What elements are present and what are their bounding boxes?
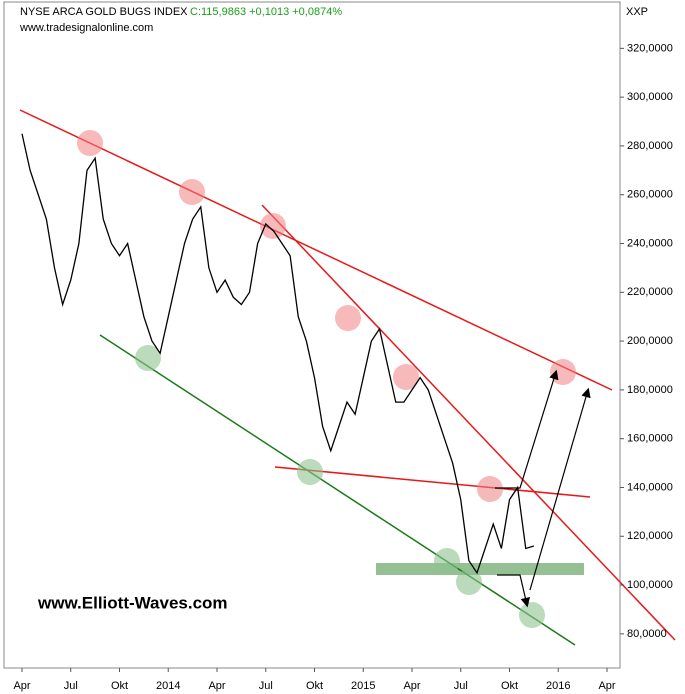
y-tick-label: 80,0000 bbox=[627, 628, 667, 640]
y-tick-label: 140,0000 bbox=[627, 481, 673, 493]
y-tick-label: 240,0000 bbox=[627, 237, 673, 249]
x-tick-label: Jul bbox=[454, 680, 468, 692]
x-tick-label: Okt bbox=[501, 680, 518, 692]
marker-circle bbox=[135, 345, 161, 371]
x-tick-label: Okt bbox=[111, 680, 128, 692]
arrow bbox=[495, 369, 559, 489]
x-tick-label: 2015 bbox=[351, 680, 375, 692]
arrow bbox=[529, 387, 591, 591]
x-tick-label: 2014 bbox=[156, 680, 180, 692]
marker-circle bbox=[550, 359, 576, 385]
marker-circle bbox=[335, 305, 361, 331]
marker-circle bbox=[297, 459, 323, 485]
marker-circle bbox=[77, 130, 103, 156]
annotations bbox=[19, 109, 676, 646]
price-line bbox=[21, 133, 535, 575]
watermark: www.Elliott-Waves.com bbox=[37, 593, 228, 612]
chart-subtitle: C:115,9863 +0,1013 +0,0874% bbox=[190, 6, 342, 18]
trend-line bbox=[261, 204, 676, 641]
y-tick-label: 260,0000 bbox=[627, 189, 673, 201]
symbol: XXP bbox=[626, 6, 648, 18]
x-tick-label: Okt bbox=[306, 680, 323, 692]
support-zone bbox=[376, 563, 584, 575]
plot-frame bbox=[3, 1, 621, 669]
trend-line bbox=[274, 466, 591, 498]
x-tick-label: Apr bbox=[598, 680, 615, 692]
marker-circle bbox=[519, 602, 545, 628]
marker-circle bbox=[179, 179, 205, 205]
marker-circle bbox=[260, 213, 286, 239]
x-tick-label: Jul bbox=[64, 680, 78, 692]
marker-circle bbox=[434, 548, 460, 574]
y-tick-label: 160,0000 bbox=[627, 433, 673, 445]
x-tick-label: Apr bbox=[403, 680, 420, 692]
y-tick-label: 180,0000 bbox=[627, 384, 673, 396]
y-tick-label: 320,0000 bbox=[627, 42, 673, 54]
y-tick-label: 280,0000 bbox=[627, 140, 673, 152]
trend-line bbox=[19, 109, 613, 391]
y-tick-label: 120,0000 bbox=[627, 530, 673, 542]
y-tick-label: 200,0000 bbox=[627, 335, 673, 347]
source: www.tradesignalonline.com bbox=[19, 22, 153, 34]
y-tick-label: 100,0000 bbox=[627, 579, 673, 591]
y-tick-label: 300,0000 bbox=[627, 91, 673, 103]
x-tick-label: Jul bbox=[259, 680, 273, 692]
arrow bbox=[497, 574, 531, 608]
x-tick-label: Apr bbox=[13, 680, 30, 692]
y-tick-label: 220,0000 bbox=[627, 286, 673, 298]
marker-circle bbox=[456, 569, 482, 595]
x-tick-label: 2016 bbox=[546, 680, 570, 692]
x-tick-label: Apr bbox=[208, 680, 225, 692]
chart-title: NYSE ARCA GOLD BUGS INDEX bbox=[20, 6, 188, 18]
trend-line bbox=[99, 334, 576, 646]
marker-circle bbox=[477, 476, 503, 502]
marker-circle bbox=[393, 364, 419, 390]
